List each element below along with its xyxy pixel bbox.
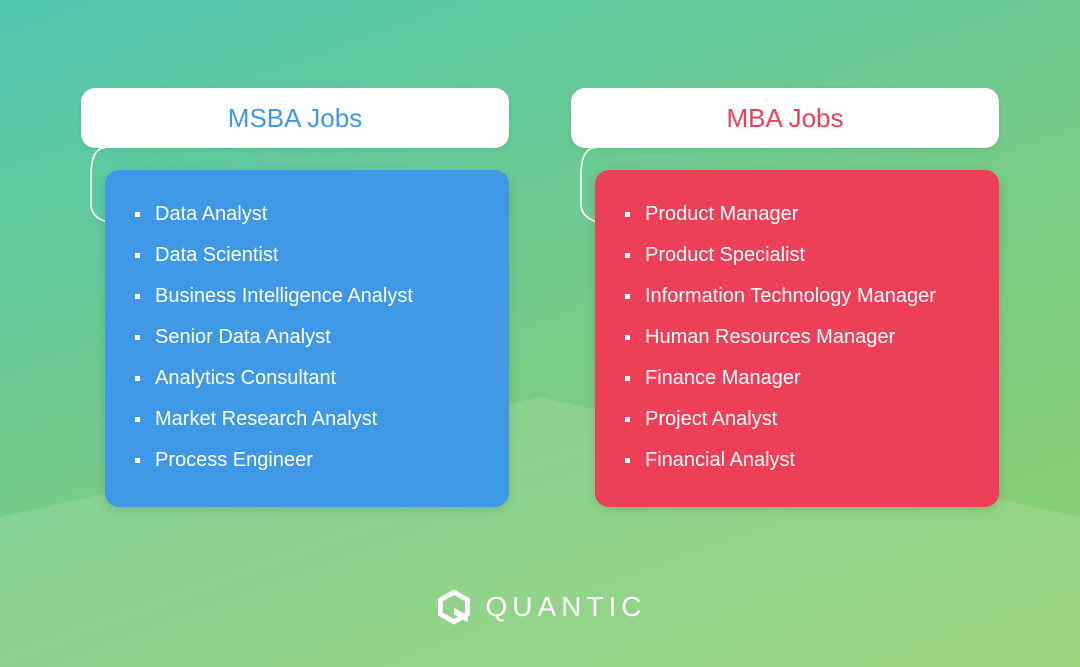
brand-logo-icon: [434, 587, 474, 627]
list-item: Human Resources Manager: [625, 317, 971, 358]
list-item: Financial Analyst: [625, 440, 971, 481]
list-item: Product Manager: [625, 194, 971, 235]
list-item: Business Intelligence Analyst: [135, 276, 481, 317]
header-mba: MBA Jobs: [571, 88, 999, 148]
list-item: Project Analyst: [625, 399, 971, 440]
brand: QUANTIC: [0, 587, 1080, 627]
list-item: Analytics Consultant: [135, 358, 481, 399]
header-mba-label: MBA Jobs: [726, 103, 843, 134]
columns-container: MSBA Jobs Data AnalystData ScientistBusi…: [0, 0, 1080, 667]
list-mba: Product ManagerProduct SpecialistInforma…: [625, 194, 971, 481]
list-item: Senior Data Analyst: [135, 317, 481, 358]
list-item: Process Engineer: [135, 440, 481, 481]
list-item: Data Scientist: [135, 235, 481, 276]
header-msba: MSBA Jobs: [81, 88, 509, 148]
column-mba: MBA Jobs Product ManagerProduct Speciali…: [571, 88, 999, 667]
list-item: Market Research Analyst: [135, 399, 481, 440]
header-msba-label: MSBA Jobs: [228, 103, 362, 134]
list-item: Finance Manager: [625, 358, 971, 399]
column-msba: MSBA Jobs Data AnalystData ScientistBusi…: [81, 88, 509, 667]
card-msba: Data AnalystData ScientistBusiness Intel…: [105, 170, 509, 507]
list-item: Product Specialist: [625, 235, 971, 276]
list-msba: Data AnalystData ScientistBusiness Intel…: [135, 194, 481, 481]
list-item: Information Technology Manager: [625, 276, 971, 317]
brand-name: QUANTIC: [486, 591, 647, 623]
card-mba: Product ManagerProduct SpecialistInforma…: [595, 170, 999, 507]
list-item: Data Analyst: [135, 194, 481, 235]
